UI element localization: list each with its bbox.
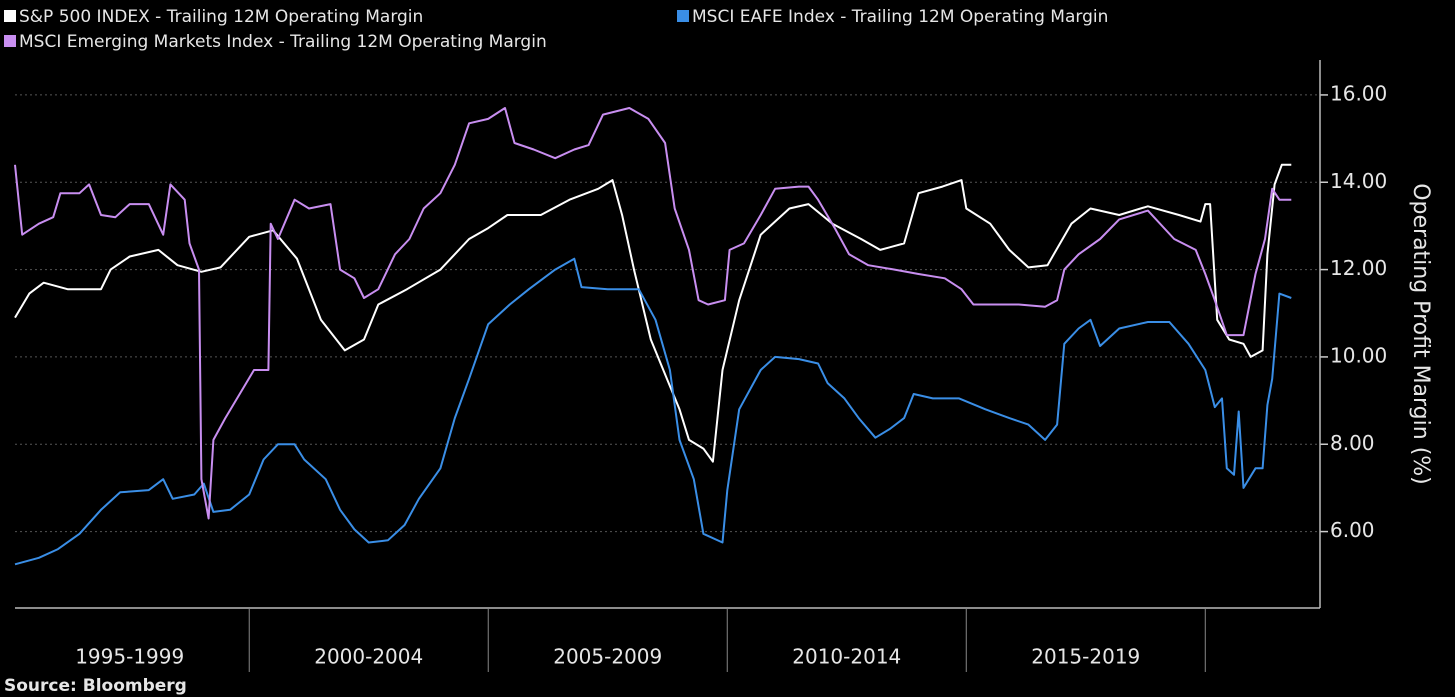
x-tick-label: 2000-2004 [314,645,423,669]
y-tick-label: 6.00 [1330,518,1375,542]
x-tick-label: 2015-2019 [1031,645,1140,669]
y-tick-label: 10.00 [1330,343,1387,367]
legend-swatch [4,35,16,47]
legend-label: MSCI Emerging Markets Index - Trailing 1… [19,32,547,52]
series-line [14,257,1292,566]
legend-label: MSCI EAFE Index - Trailing 12M Operating… [692,7,1108,27]
y-tick-label: 16.00 [1330,81,1387,105]
y-tick-label: 14.00 [1330,169,1387,193]
series-line [14,163,1292,463]
legend-label: S&P 500 INDEX - Trailing 12M Operating M… [19,7,423,27]
x-tick-label: 1995-1999 [75,645,184,669]
legend-swatch [4,10,16,22]
series-line [14,107,1292,520]
y-tick-label: 8.00 [1330,431,1375,455]
y-axis-label: Operating Profit Margin (%) [1408,183,1433,485]
x-tick-label: 2005-2009 [553,645,662,669]
source: Source: Bloomberg [4,676,187,696]
legend-swatch [677,10,689,22]
x-tick-label: 2010-2014 [792,645,901,669]
y-tick-label: 12.00 [1330,256,1387,280]
